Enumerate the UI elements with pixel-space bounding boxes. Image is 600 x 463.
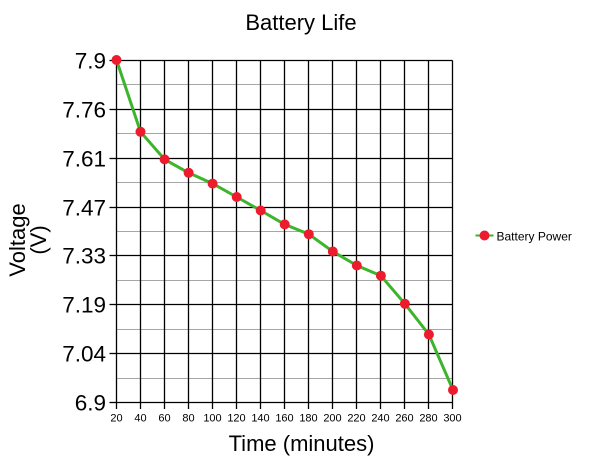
svg-text:140: 140	[251, 413, 269, 425]
svg-text:180: 180	[299, 413, 317, 425]
svg-text:100: 100	[203, 413, 221, 425]
svg-text:7.76: 7.76	[62, 98, 106, 123]
svg-text:7.47: 7.47	[62, 196, 106, 221]
svg-text:60: 60	[158, 413, 170, 425]
svg-text:7.19: 7.19	[62, 293, 106, 318]
svg-text:Battery Power: Battery Power	[497, 230, 572, 244]
svg-text:6.9: 6.9	[75, 391, 106, 416]
svg-text:200: 200	[323, 413, 341, 425]
svg-text:120: 120	[227, 413, 245, 425]
svg-text:240: 240	[371, 413, 389, 425]
svg-text:7.61: 7.61	[62, 147, 106, 172]
svg-text:7.04: 7.04	[62, 342, 106, 367]
svg-text:40: 40	[134, 413, 146, 425]
svg-text:7.9: 7.9	[75, 49, 106, 74]
svg-text:220: 220	[347, 413, 365, 425]
svg-text:300: 300	[443, 413, 461, 425]
svg-text:160: 160	[275, 413, 293, 425]
svg-text:Voltage: Voltage	[5, 203, 30, 276]
svg-text:7.33: 7.33	[62, 244, 106, 269]
svg-text:260: 260	[395, 413, 413, 425]
svg-text:Time (minutes): Time (minutes)	[229, 431, 375, 456]
svg-text:Battery Life: Battery Life	[245, 10, 356, 35]
svg-text:280: 280	[419, 413, 437, 425]
svg-text:(V): (V)	[26, 225, 51, 254]
svg-text:80: 80	[182, 413, 194, 425]
svg-text:20: 20	[110, 413, 122, 425]
